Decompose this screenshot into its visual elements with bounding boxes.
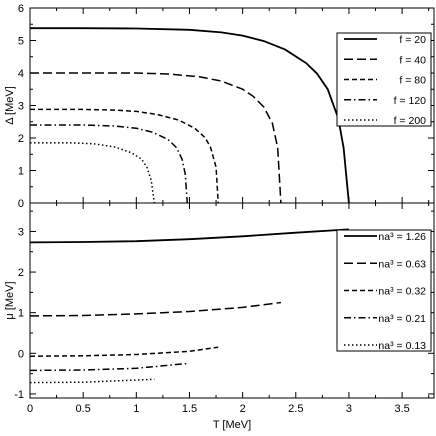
- x-tick-label: 2: [240, 403, 246, 415]
- legend-label-na-1-26: na³ = 1.26: [378, 231, 426, 243]
- x-tick-label: 0.5: [76, 403, 91, 415]
- legend-label-f-120: f = 120: [394, 95, 427, 107]
- legend-label-na-0-13: na³ = 0.13: [378, 340, 426, 352]
- y-tick-label: 0: [18, 198, 24, 210]
- series-line-na-0-21: [30, 362, 188, 372]
- x-tick-label: 1.5: [182, 403, 197, 415]
- x-axis-label: T [MeV]: [213, 419, 251, 431]
- y-tick-label: 2: [18, 133, 24, 145]
- x-tick-label: 0: [27, 403, 33, 415]
- legend-label-f-20: f = 20: [399, 34, 426, 46]
- series-line-f-40: [30, 72, 282, 203]
- plot-frame: [29, 202, 435, 399]
- y-tick-label: 0: [18, 348, 24, 360]
- y-tick-label: 5: [18, 36, 24, 48]
- legend-label-na-0-32: na³ = 0.32: [378, 286, 426, 298]
- series-line-na-0-32: [30, 346, 219, 357]
- x-tick-label: 3: [346, 403, 352, 415]
- series-line-na-1-26: [30, 228, 349, 244]
- legend: f = 20 f = 40 f = 80 f = 120 f = 200: [336, 32, 432, 127]
- y-tick-label: 1: [18, 166, 24, 178]
- y-tick-label: 3: [18, 226, 24, 238]
- series-line-f-80: [30, 108, 219, 203]
- legend-label-f-40: f = 40: [399, 54, 426, 66]
- y-axis-label: Δ [MeV]: [4, 86, 16, 125]
- x-tick-label: 3.5: [394, 403, 409, 415]
- series-line-f-120: [30, 124, 189, 203]
- y-axis-label: μ [MeV]: [4, 281, 16, 319]
- y-tick-label: 2: [18, 267, 24, 279]
- y-tick-label: 6: [18, 3, 24, 15]
- series-line-na-0-13: [30, 378, 155, 384]
- legend-label-f-80: f = 80: [399, 75, 426, 87]
- series-line-f-20: [30, 27, 350, 203]
- series-line-f-200: [30, 142, 156, 203]
- x-tick-label: 1: [133, 403, 139, 415]
- y-tick-label: 1: [18, 308, 24, 320]
- legend-label-na-0-63: na³ = 0.63: [378, 258, 426, 270]
- y-tick-label: 3: [18, 101, 24, 113]
- y-tick-label: 4: [18, 68, 24, 80]
- x-tick-label: 2.5: [288, 403, 303, 415]
- series-line-na-0-63: [30, 301, 281, 317]
- y-tick-label: -1: [14, 389, 24, 401]
- legend: na³ = 1.26 na³ = 0.63 na³ = 0.32 na³ = 0.21…: [336, 229, 432, 352]
- legend-label-na-0-21: na³ = 0.21: [378, 313, 426, 325]
- legend-label-f-200: f = 200: [394, 115, 427, 127]
